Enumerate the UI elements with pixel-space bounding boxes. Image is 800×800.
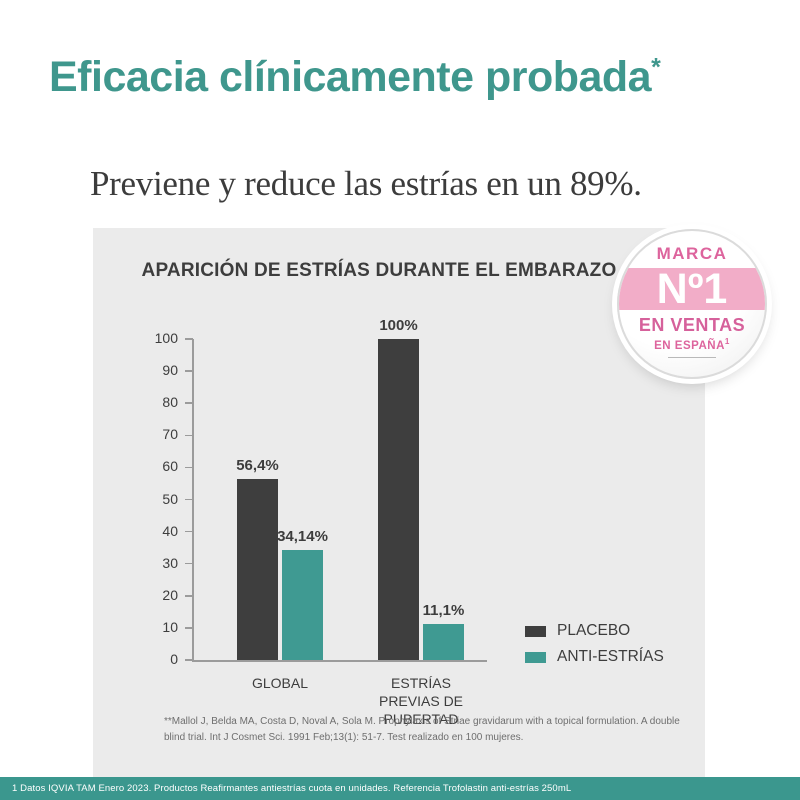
chart-panel: APARICIÓN DE ESTRÍAS DURANTE EL EMBARAZO… — [93, 228, 705, 777]
badge-en-espana-label: EN ESPAÑA1 — [619, 337, 765, 352]
badge-en-espana-text: EN ESPAÑA — [654, 339, 725, 352]
y-axis-tick-label: 40 — [162, 522, 178, 539]
y-axis-tick — [185, 402, 193, 404]
bar — [237, 478, 278, 660]
y-axis-tick — [185, 370, 193, 372]
footer-reference-text: 1 Datos IQVIA TAM Enero 2023. Productos … — [12, 783, 572, 794]
y-axis-tick-label: 20 — [162, 586, 178, 603]
y-axis-tick-label: 10 — [162, 618, 178, 635]
bar-value-label: 100% — [379, 317, 418, 334]
badge-reference-sup: 1 — [724, 337, 730, 346]
bar — [378, 339, 419, 660]
x-axis-category-label: ESTRÍAS PREVIAS DE PUBERTAD — [378, 675, 464, 728]
chart-title: APARICIÓN DE ESTRÍAS DURANTE EL EMBARAZO — [141, 260, 617, 281]
legend-label: ANTI-ESTRÍAS — [557, 648, 664, 665]
bar — [423, 624, 464, 660]
legend-swatch — [525, 651, 546, 663]
y-axis-tick — [185, 595, 193, 597]
y-axis-tick — [185, 562, 193, 565]
y-axis-tick-label: 100 — [154, 330, 178, 346]
marca-n1-seal: MARCA Nº1 EN VENTAS EN ESPAÑA1 — [617, 229, 767, 379]
y-axis-tick-label: 30 — [162, 554, 178, 571]
badge-marca-label: MARCA — [656, 244, 728, 263]
y-axis-tick — [185, 659, 193, 661]
y-axis-tick — [185, 466, 193, 469]
badge-rank-band: Nº1 — [619, 265, 765, 313]
y-axis-tick-label: 70 — [162, 426, 178, 443]
y-axis-tick — [185, 627, 193, 629]
footer-bar: 1 Datos IQVIA TAM Enero 2023. Productos … — [0, 777, 800, 800]
badge-rank-number: Nº1 — [656, 265, 728, 313]
title-asterisk: * — [651, 53, 661, 82]
page-title-text: Eficacia clínicamente probada — [49, 53, 652, 101]
y-axis-tick-label: 0 — [170, 651, 178, 667]
legend-item: PLACEBO — [525, 622, 664, 640]
badge-en-ventas-label: EN VENTAS — [638, 315, 746, 335]
y-axis-tick-label: 90 — [162, 362, 178, 379]
bar-value-label: 56,4% — [236, 456, 279, 474]
y-axis-tick — [185, 530, 193, 533]
y-axis-tick-label: 60 — [162, 458, 178, 475]
y-axis-tick — [185, 498, 193, 501]
bar — [282, 550, 323, 660]
x-axis-line — [192, 660, 487, 662]
y-axis-tick — [185, 338, 193, 340]
chart-legend: PLACEBO ANTI-ESTRÍAS — [525, 622, 664, 674]
y-axis-tick-label: 50 — [162, 490, 178, 507]
legend-item: ANTI-ESTRÍAS — [525, 648, 664, 666]
x-axis-category-label: GLOBAL — [251, 675, 309, 691]
y-axis-tick-label: 80 — [162, 394, 178, 411]
bar-value-label: 11,1% — [422, 602, 465, 620]
legend-swatch — [525, 625, 546, 637]
badge-underline — [668, 357, 716, 358]
study-footnote: **Mallol J, Belda MA, Costa D, Noval A, … — [164, 716, 680, 743]
page-subtitle: Previene y reduce las estrías en un 89%. — [90, 164, 642, 203]
bar-value-label: 34,14% — [277, 528, 328, 546]
bar-chart: 0 10 20 30 40 50 60 70 80 90 100 56,4% 100% 34,14% 11,… — [93, 228, 705, 777]
legend-label: PLACEBO — [557, 622, 631, 639]
y-axis-tick — [185, 434, 193, 437]
page-title: Eficacia clínicamente probada* — [49, 53, 661, 102]
